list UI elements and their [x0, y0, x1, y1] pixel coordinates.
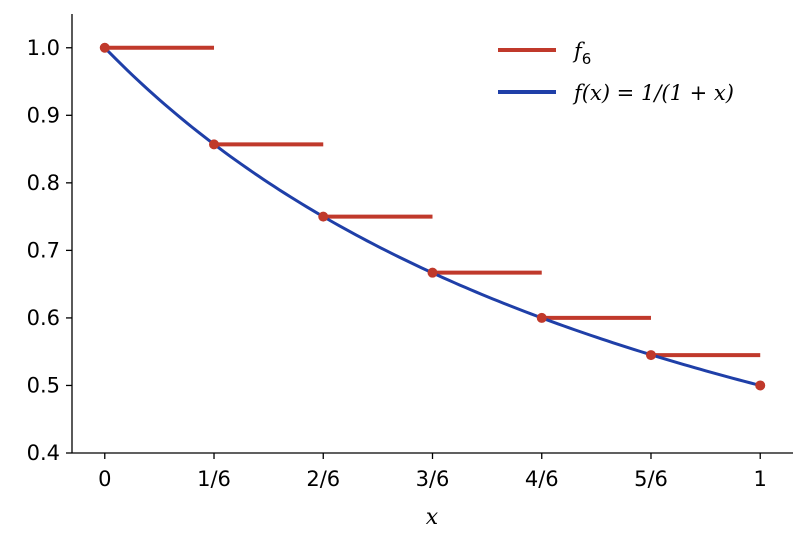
y-tick-label: 0.6 [27, 306, 60, 330]
axes [66, 14, 793, 459]
sample-point [318, 211, 329, 222]
sample-point [645, 350, 656, 361]
legend-label-f6: f6 [572, 39, 591, 68]
legend-f6-main: f [572, 39, 585, 63]
x-tick-label: 1 [754, 467, 767, 491]
sample-point [755, 380, 766, 391]
x-axis-label: x [426, 505, 439, 530]
y-tick-label: 0.5 [27, 373, 60, 397]
sample-point [427, 267, 438, 278]
y-tick-label: 0.7 [27, 238, 60, 262]
legend-label-fx: f(x) = 1/(1 + x) [572, 81, 734, 105]
legend: f6 f(x) = 1/(1 + x) [498, 39, 734, 105]
plot-area [99, 42, 766, 391]
y-tick-label: 0.4 [27, 441, 60, 465]
x-tick-label: 0 [98, 467, 111, 491]
legend-fx-f: f [572, 81, 585, 105]
legend-f6-sub: 6 [582, 50, 592, 68]
x-tick-label: 4/6 [525, 467, 559, 491]
y-tick-label: 0.8 [27, 171, 60, 195]
sample-point [209, 139, 220, 150]
x-tick-label: 2/6 [306, 467, 340, 491]
x-tick-label: 3/6 [416, 467, 450, 491]
tick-labels: 0 1/6 2/6 3/6 4/6 5/6 1 0.4 0.5 0.6 0.7 0.8 0.9 1.0 [27, 36, 767, 491]
y-tick-label: 0.9 [27, 103, 60, 127]
x-tick-label: 5/6 [634, 467, 668, 491]
sample-point [536, 312, 547, 323]
x-tick-label: 1/6 [197, 467, 231, 491]
y-tick-label: 1.0 [27, 36, 60, 60]
sample-point [99, 42, 110, 53]
legend-fx-rest: (x) = 1/(1 + x) [582, 81, 734, 105]
